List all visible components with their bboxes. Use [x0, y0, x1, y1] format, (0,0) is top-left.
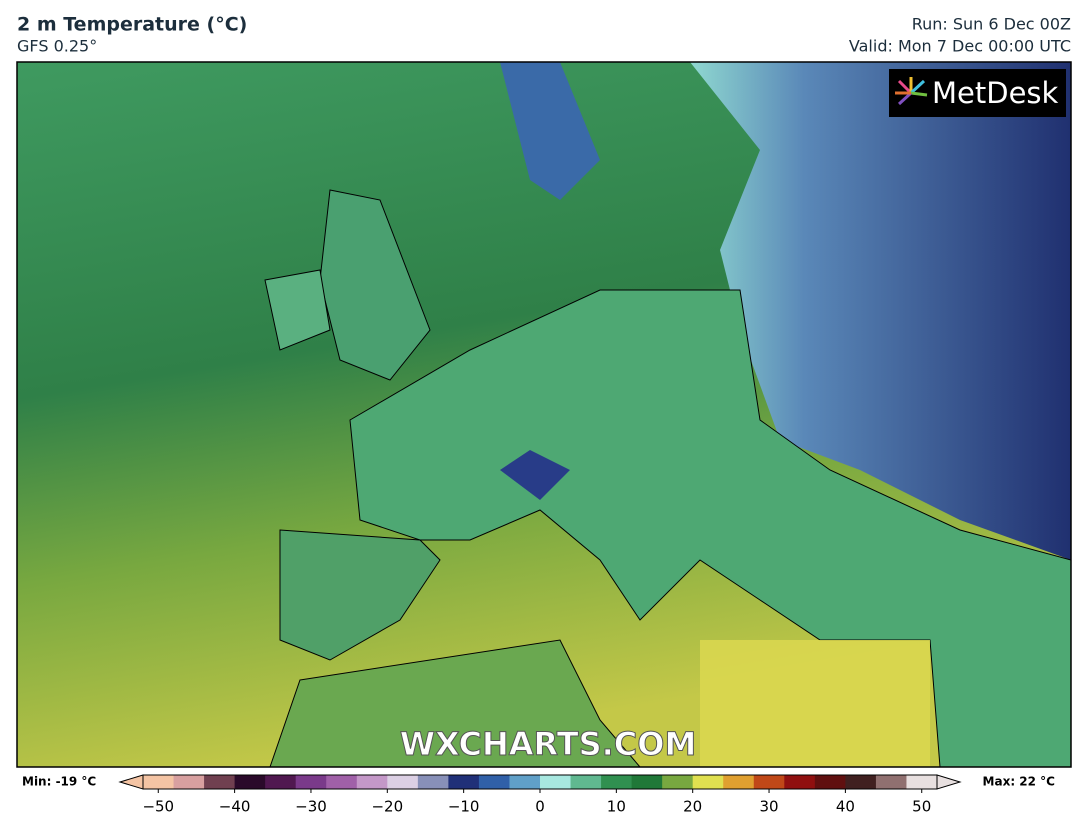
colorbar-cell: [662, 775, 694, 789]
colorbar-cell: [173, 775, 205, 789]
title: 2 m Temperature (°C): [17, 14, 247, 36]
colorbar-cell: [234, 775, 266, 789]
colorbar-cell: [204, 775, 236, 789]
logo: MetDesk: [932, 76, 1059, 110]
colorbar-cell: [417, 775, 449, 789]
colorbar-tick-label: −30: [295, 798, 327, 816]
colorbar-cell: [814, 775, 846, 789]
colorbar-cell: [753, 775, 785, 789]
colorbar-high-arrow: [936, 774, 962, 790]
colorbar-cell: [356, 775, 388, 789]
colorbar-cell: [540, 775, 572, 789]
colorbar-cell: [509, 775, 541, 789]
colorbar-cell: [265, 775, 297, 789]
colorbar-cell: [875, 775, 907, 789]
colorbar-cell: [784, 775, 816, 789]
colorbar-tick-label: −20: [371, 798, 403, 816]
colorbar-tick-label: 20: [683, 798, 702, 816]
colorbar-cell: [295, 775, 327, 789]
max-label: Max: 22 °C: [983, 775, 1056, 789]
colorbar-tick-label: 0: [535, 798, 545, 816]
colorbar-cell: [845, 775, 877, 789]
colorbar-cell: [143, 775, 175, 789]
colorbar-cell: [478, 775, 510, 789]
colorbar-tick-label: 10: [607, 798, 626, 816]
colorbar-cell: [692, 775, 724, 789]
colorbar-tick-label: 50: [912, 798, 931, 816]
colorbar-tick-label: 40: [836, 798, 855, 816]
colorbar-cell: [601, 775, 633, 789]
map: [16, 61, 1072, 768]
colorbar-cell: [448, 775, 480, 789]
logo-icon: [895, 77, 928, 106]
colorbar-low-arrow: [118, 774, 144, 790]
colorbar-tick-label: 30: [759, 798, 778, 816]
colorbar-cell: [570, 775, 602, 789]
colorbar-cell: [723, 775, 755, 789]
min-label: Min: -19 °C: [22, 775, 96, 789]
colorbar-tick-label: −40: [219, 798, 251, 816]
colorbar-tick-label: −10: [448, 798, 480, 816]
colorbar-cell: [906, 775, 938, 789]
model: GFS 0.25°: [17, 37, 97, 56]
colorbar-cell: [631, 775, 663, 789]
colorbar: −50 −40 −30 −20 −10 0 10 20 30 40 50: [118, 774, 962, 816]
valid-time: Valid: Mon 7 Dec 00:00 UTC: [849, 37, 1071, 56]
colorbar-cell: [326, 775, 358, 789]
colorbar-tick-label: −50: [142, 798, 174, 816]
watermark: WXCHARTS.COM: [400, 725, 697, 763]
colorbar-cell: [387, 775, 419, 789]
run-time: Run: Sun 6 Dec 00Z: [912, 15, 1071, 34]
